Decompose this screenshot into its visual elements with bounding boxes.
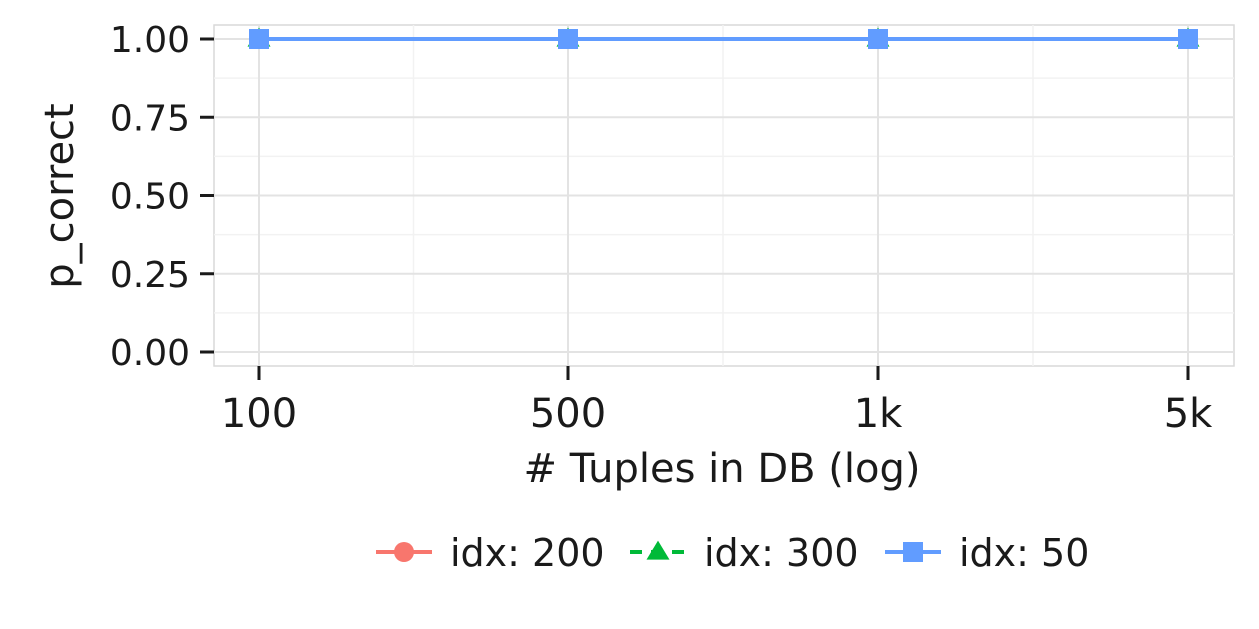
- legend-key-marker: [903, 542, 923, 562]
- legend-key-marker: [394, 542, 414, 562]
- grid: [214, 25, 1234, 366]
- x-tick-label: 100: [221, 391, 297, 437]
- legend-item: idx: 50: [885, 531, 1089, 575]
- data-point: [249, 29, 269, 49]
- y-axis-ticks: 0.00 0.25 0.50 0.75 1.00: [110, 20, 214, 374]
- x-tick-label: 5k: [1164, 391, 1213, 437]
- y-axis-title: p_correct: [37, 103, 83, 288]
- legend: idx: 200 idx: 300 idx: 50: [376, 531, 1089, 575]
- legend-label: idx: 50: [959, 531, 1089, 575]
- y-tick-label: 0.00: [110, 333, 190, 374]
- y-tick-label: 0.25: [110, 255, 190, 296]
- series-2: [249, 29, 1198, 49]
- data-point: [558, 29, 578, 49]
- y-tick-label: 0.75: [110, 98, 190, 139]
- y-tick-label: 1.00: [110, 20, 190, 61]
- legend-item: idx: 200: [376, 531, 605, 575]
- legend-label: idx: 300: [704, 531, 859, 575]
- y-tick-label: 0.50: [110, 177, 190, 218]
- legend-key-marker: [646, 540, 670, 560]
- data-point: [1178, 29, 1198, 49]
- series-layer: [247, 27, 1200, 49]
- legend-item: idx: 300: [630, 531, 859, 575]
- legend-label: idx: 200: [450, 531, 605, 575]
- x-axis-title: # Tuples in DB (log): [524, 446, 921, 492]
- data-point: [868, 29, 888, 49]
- x-tick-label: 1k: [854, 391, 903, 437]
- x-tick-label: 500: [530, 391, 606, 437]
- x-axis-ticks: 100 500 1k 5k: [221, 366, 1213, 437]
